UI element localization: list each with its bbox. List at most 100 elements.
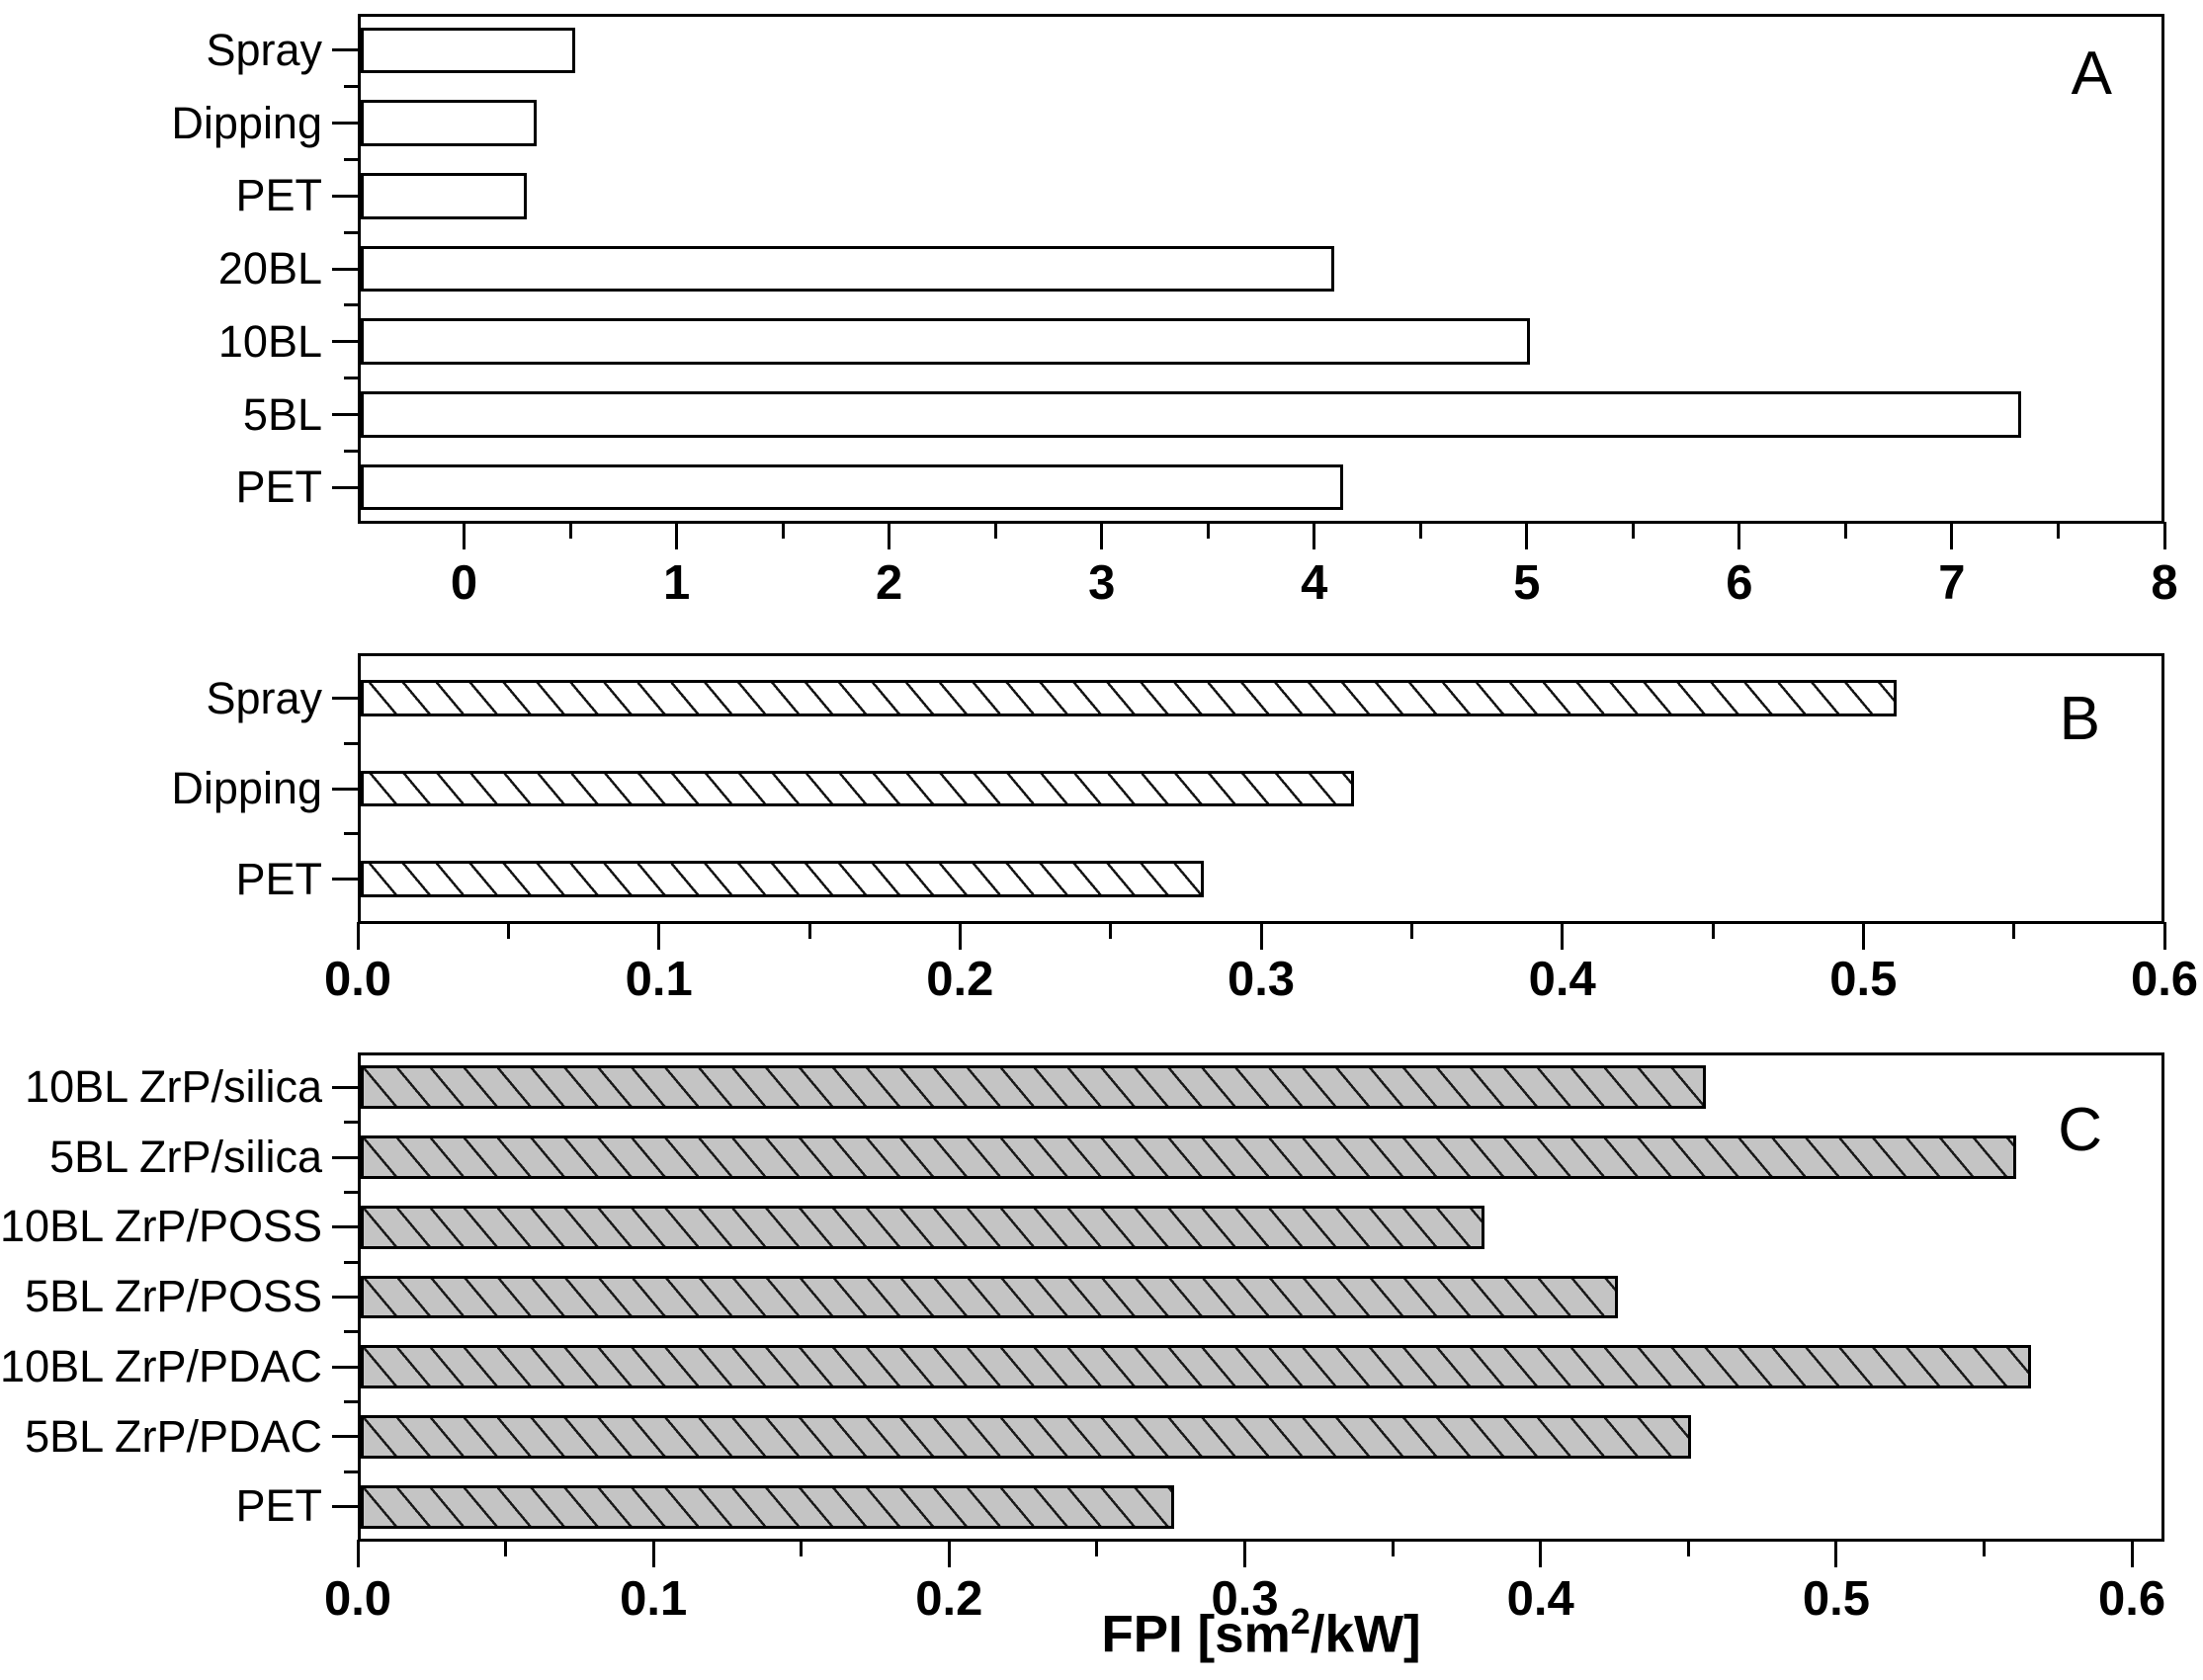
x-minor-tick-0.45 — [1686, 1540, 1690, 1556]
x-minor-tick-0.35 — [1391, 1540, 1395, 1556]
y-minor-tick-2 — [344, 832, 358, 836]
x-tick-label-0.6: 0.6 — [2130, 953, 2199, 1006]
category-label-20bl-3: 20BL — [217, 243, 322, 294]
category-label-spray-0: Spray — [206, 673, 322, 723]
y-minor-tick-1 — [344, 85, 358, 89]
x-tick-label-0.1: 0.1 — [620, 1572, 688, 1626]
bar-20bl-3 — [361, 245, 1334, 293]
x-tick-0.0 — [356, 922, 360, 950]
x-tick-0.5 — [1834, 1540, 1838, 1567]
y-tick-spray-0 — [332, 48, 358, 52]
bar-dipping-1 — [361, 770, 1355, 807]
y-tick-10bl-zrp-poss-2 — [332, 1225, 358, 1229]
category-label-5bl-5: 5BL — [242, 388, 322, 440]
bar-5bl-zrp-silica-1 — [361, 1135, 2017, 1179]
y-tick-10bl-zrp-pdac-4 — [332, 1365, 358, 1369]
bar-10bl-zrp-silica-0 — [361, 1065, 1707, 1110]
x-axis-title-suffix: /kW] — [1310, 1605, 1421, 1664]
x-tick-label-5: 5 — [1513, 556, 1541, 610]
y-tick-pet-6 — [332, 485, 358, 489]
bar-10bl-zrp-poss-2 — [361, 1205, 1484, 1249]
x-axis-title-superscript: 2 — [1290, 1601, 1311, 1641]
bar-10bl-zrp-pdac-4 — [361, 1345, 2032, 1389]
x-tick-label-0.6: 0.6 — [2098, 1572, 2166, 1626]
y-tick-5bl-zrp-silica-1 — [332, 1155, 358, 1159]
panel-label-a: A — [2071, 40, 2112, 108]
x-minor-tick-0.5 — [568, 522, 572, 539]
x-axis-title-prefix: FPI [sm — [1101, 1605, 1291, 1664]
x-minor-tick-0.15 — [807, 922, 811, 939]
bar-pet-2 — [361, 861, 1205, 897]
bar-5bl-5 — [361, 391, 2021, 438]
y-tick-dipping-1 — [332, 122, 358, 126]
y-minor-tick-1 — [344, 741, 358, 745]
category-label-pet-2: PET — [235, 170, 322, 221]
y-tick-spray-0 — [332, 697, 358, 701]
panel-b: B Spray Dipping PET 0.0 0.1 0.2 0.3 0.4 0.5 0.6 — [0, 653, 2203, 1006]
x-tick-label-0.3: 0.3 — [1211, 1572, 1279, 1626]
y-tick-pet-6 — [332, 1505, 358, 1509]
category-label-5bl-zrp-silica-1: 5BL ZrP/silica — [49, 1131, 322, 1182]
y-tick-pet-2 — [332, 877, 358, 881]
category-label-dipping-1: Dipping — [171, 97, 322, 148]
y-minor-tick-5 — [344, 1400, 358, 1404]
x-tick-label-3: 3 — [1088, 556, 1116, 610]
x-minor-tick-1.5 — [781, 522, 785, 539]
y-minor-tick-4 — [344, 303, 358, 307]
x-tick-label-4: 4 — [1301, 556, 1328, 610]
x-tick-1 — [675, 522, 679, 549]
y-minor-tick-3 — [344, 1260, 358, 1264]
x-tick-label-0.5: 0.5 — [1802, 1572, 1870, 1626]
x-tick-label-8: 8 — [2151, 556, 2178, 610]
x-tick-label-0: 0 — [450, 556, 478, 610]
x-minor-tick-0.05 — [504, 1540, 508, 1556]
x-tick-0.4 — [1561, 922, 1565, 950]
x-minor-tick-3.5 — [1206, 522, 1210, 539]
panel-label-c: C — [2058, 1096, 2102, 1164]
x-tick-3 — [1100, 522, 1104, 549]
x-tick-0.1 — [657, 922, 661, 950]
x-tick-0.6 — [2162, 922, 2166, 950]
x-tick-0.0 — [356, 1540, 360, 1567]
x-tick-label-7: 7 — [1938, 556, 1966, 610]
y-minor-tick-2 — [344, 157, 358, 161]
category-label-pet-2: PET — [235, 853, 322, 904]
bar-10bl-4 — [361, 318, 1530, 365]
y-minor-tick-2 — [344, 1190, 358, 1194]
x-tick-2 — [888, 522, 891, 549]
y-tick-5bl-zrp-poss-3 — [332, 1296, 358, 1299]
x-tick-label-0.5: 0.5 — [1829, 953, 1898, 1006]
x-tick-label-6: 6 — [1726, 556, 1753, 610]
x-tick-label-2: 2 — [876, 556, 903, 610]
category-label-dipping-1: Dipping — [171, 763, 322, 814]
y-tick-10bl-4 — [332, 340, 358, 344]
x-minor-tick-0.25 — [1109, 922, 1113, 939]
x-tick-label-0.1: 0.1 — [625, 953, 693, 1006]
panel-label-b: B — [2059, 685, 2100, 753]
x-tick-8 — [2162, 522, 2166, 549]
x-minor-tick-0.15 — [800, 1540, 804, 1556]
x-tick-4 — [1313, 522, 1316, 549]
x-minor-tick-7.5 — [2056, 522, 2060, 539]
category-label-10bl-zrp-poss-2: 10BL ZrP/POSS — [0, 1201, 322, 1252]
category-label-10bl-4: 10BL — [217, 315, 322, 367]
y-minor-tick-6 — [344, 1470, 358, 1473]
y-minor-tick-4 — [344, 1330, 358, 1334]
x-minor-tick-0.55 — [2012, 922, 2016, 939]
x-tick-label-0.2: 0.2 — [915, 1572, 983, 1626]
category-label-10bl-zrp-silica-0: 10BL ZrP/silica — [25, 1061, 322, 1112]
bar-spray-0 — [361, 27, 576, 74]
x-tick-6 — [1737, 522, 1741, 549]
x-tick-0.1 — [651, 1540, 655, 1567]
x-tick-7 — [1950, 522, 1954, 549]
y-tick-10bl-zrp-silica-0 — [332, 1085, 358, 1089]
category-label-pet-6: PET — [235, 462, 322, 513]
category-label-5bl-zrp-poss-3: 5BL ZrP/POSS — [25, 1271, 322, 1322]
x-minor-tick-0.25 — [1095, 1540, 1099, 1556]
x-axis-title: FPI [sm2/kW] — [358, 1601, 2164, 1665]
bar-pet-6 — [361, 1484, 1174, 1529]
panel-a: A Spray Dipping PET 20BL 10BL 5BL PET 0 1 2 3 4 5 6 7 8 — [0, 14, 2203, 610]
bar-pet-6 — [361, 463, 1343, 511]
x-minor-tick-5.5 — [1631, 522, 1635, 539]
